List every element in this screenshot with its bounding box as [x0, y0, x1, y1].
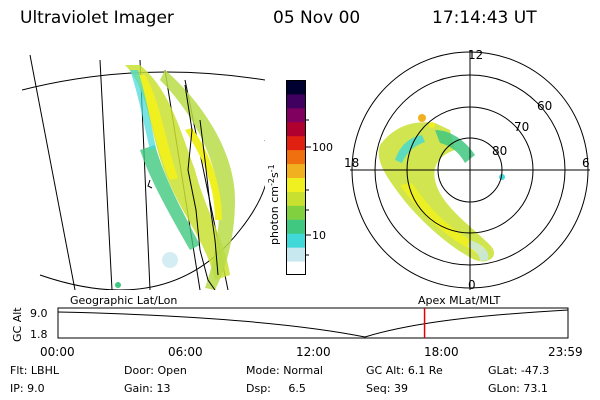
mode-info: Mode: Normal [246, 364, 323, 377]
colorbar-tick-100: 100 [312, 141, 333, 154]
aurora-emission [115, 65, 235, 290]
altitude-timeline: GC Alt 9.0 1.8 00:00 06:00 12:00 18:00 2… [11, 307, 583, 359]
unit-mid: s [268, 172, 281, 178]
door-label: Door: [124, 364, 154, 377]
glat-label: GLat: [488, 364, 518, 377]
dsp-info: Dsp: 6.5 [246, 382, 306, 395]
timeline-xtick-4: 23:59 [548, 345, 583, 359]
timeline-ytick-max: 9.0 [30, 307, 48, 320]
unit-exp1: -2 [267, 178, 276, 186]
colorbar-step [286, 121, 306, 137]
unit-text: photon cm [268, 186, 281, 245]
ip-label: IP: [10, 382, 24, 395]
instrument-title: Ultraviolet Imager [20, 8, 174, 28]
seq-value: 39 [393, 382, 408, 395]
colorbar-tick-10: 10 [312, 229, 326, 242]
gcalt-label: GC Alt: [366, 364, 405, 377]
ip-value: 9.0 [27, 382, 45, 395]
mode-label: Mode: [246, 364, 280, 377]
mlt-label-0: 0 [468, 278, 476, 292]
glon-label: GLon: [488, 382, 520, 395]
colorbar [286, 80, 306, 276]
door-value: Open [157, 364, 187, 377]
timeline-xtick-3: 18:00 [424, 345, 459, 359]
dsp-value: 6.5 [288, 382, 306, 395]
gain-info: Gain: 13 [124, 382, 171, 395]
colorbar-step [286, 163, 306, 178]
filter-info: Flt: LBHL [10, 364, 59, 377]
glon-value: 73.1 [523, 382, 548, 395]
geographic-panel-label: Geographic Lat/Lon [70, 294, 178, 307]
colorbar-step [286, 177, 306, 192]
svg-text:photon cm-2s-1: photon cm-2s-1 [267, 164, 281, 245]
colorbar-step [286, 191, 306, 206]
dsp-label: Dsp: [246, 382, 271, 395]
timeline-axis-label: GC Alt [11, 307, 24, 342]
filter-value: LBHL [30, 364, 59, 377]
polar-mlt-panel: 12 18 6 0 60 70 80 [344, 48, 590, 292]
colorbar-step [286, 93, 306, 109]
timeline-xtick-0: 00:00 [40, 345, 75, 359]
colorbar-gradient [286, 80, 306, 276]
mode-value: Normal [283, 364, 323, 377]
lat-label-80: 80 [492, 144, 507, 158]
seq-label: Seq: [366, 382, 391, 395]
filter-label: Flt: [10, 364, 28, 377]
unit-exp2: -1 [267, 164, 276, 172]
time-label: 17:14:43 UT [432, 8, 537, 28]
lat-label-60: 60 [537, 99, 552, 113]
colorbar-step [286, 149, 306, 165]
lat-label-70: 70 [514, 120, 529, 134]
gcalt-info: GC Alt: 6.1 Re [366, 364, 443, 377]
colorbar-unit-label: photon cm-2s-1 [267, 164, 281, 245]
geographic-image-panel [22, 54, 265, 290]
altitude-curve [57, 309, 569, 338]
timeline-ytick-min: 1.8 [30, 328, 48, 341]
ip-info: IP: 9.0 [10, 382, 45, 395]
polar-aurora-emission [378, 114, 505, 262]
timeline-xtick-2: 12:00 [296, 345, 331, 359]
glat-value: -47.3 [520, 364, 550, 377]
colorbar-step [286, 135, 306, 151]
timeline-xtick-1: 06:00 [168, 345, 203, 359]
polar-panel-label: Apex MLat/MLT [418, 294, 501, 307]
colorbar-ticks: 100 10 [306, 119, 333, 256]
glon-info: GLon: 73.1 [488, 382, 548, 395]
colorbar-step [286, 219, 306, 234]
colorbar-border [286, 80, 306, 275]
colorbar-step [286, 80, 306, 95]
colorbar-step [286, 233, 306, 248]
door-info: Door: Open [124, 364, 187, 377]
mlt-label-6: 6 [582, 156, 590, 170]
mlt-label-18: 18 [344, 156, 359, 170]
gcalt-value: 6.1 Re [407, 364, 443, 377]
glat-info: GLat: -47.3 [488, 364, 549, 377]
colorbar-step [286, 205, 306, 220]
gain-value: 13 [156, 382, 171, 395]
date-label: 05 Nov 00 [273, 8, 361, 28]
colorbar-step [286, 261, 306, 276]
colorbar-step [286, 107, 306, 123]
gain-label: Gain: [124, 382, 153, 395]
mlt-label-12: 12 [468, 48, 483, 62]
seq-info: Seq: 39 [366, 382, 408, 395]
colorbar-step [286, 247, 306, 262]
